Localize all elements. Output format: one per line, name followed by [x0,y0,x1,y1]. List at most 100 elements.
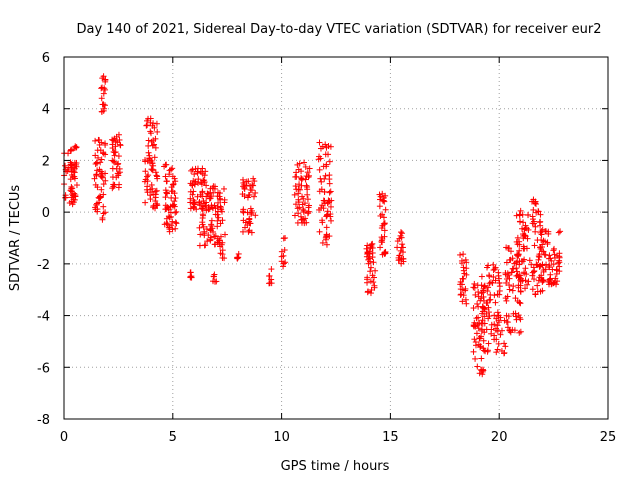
data-point [459,286,466,293]
data-point [367,268,374,275]
data-point [240,208,247,215]
data-point [528,261,535,268]
data-point [250,175,257,182]
data-points [61,73,564,378]
data-point [201,230,208,237]
data-point [533,209,540,216]
data-point [97,159,104,166]
data-point [203,199,210,206]
data-point [282,259,289,266]
data-point [147,128,154,135]
data-point [463,300,470,307]
data-point [293,186,300,193]
data-point [245,228,252,235]
data-point [478,366,485,373]
data-point [152,188,159,195]
data-point [304,169,311,176]
data-point [150,202,157,209]
data-point [152,197,159,204]
data-point [71,190,78,197]
data-point [162,202,169,209]
data-point [483,300,490,307]
data-point [364,250,371,257]
data-point [325,151,332,158]
data-point [169,188,176,195]
data-point [479,320,486,327]
data-point [513,212,520,219]
data-point [102,78,109,85]
data-point [242,224,249,231]
data-point [316,166,323,173]
data-point [280,263,287,270]
data-point [507,327,514,334]
x-axis-label: GPS time / hours [281,459,390,474]
data-point [511,327,518,334]
data-point [218,206,225,213]
y-tick-label: -2 [37,258,50,273]
data-point [474,300,481,307]
data-point [369,244,376,251]
data-point [153,187,160,194]
data-point [323,224,330,231]
data-point [546,281,553,288]
data-point [214,193,221,200]
data-point [463,265,470,272]
data-point [92,160,99,167]
data-point [485,315,492,322]
data-point [501,340,508,347]
data-point [216,190,223,197]
data-point [246,227,253,234]
data-point [102,209,109,216]
data-point [463,271,470,278]
data-point [505,313,512,320]
data-point [509,287,516,294]
data-point [368,286,375,293]
data-point [100,73,107,80]
data-point [507,248,514,255]
data-point [219,217,226,224]
data-point [494,322,501,329]
data-point [318,178,325,185]
data-point [508,269,515,276]
data-point [480,337,487,344]
data-point [145,137,152,144]
data-point [485,340,492,347]
data-point [376,196,383,203]
data-point [517,288,524,295]
data-point [475,293,482,300]
data-point [217,220,224,227]
data-point [460,251,467,258]
data-point [98,85,105,92]
data-point [172,178,179,185]
data-point [240,176,247,183]
data-point [252,212,259,219]
data-point [315,156,322,163]
data-point [204,238,211,245]
data-point [529,213,536,220]
data-point [145,149,152,156]
data-point [555,260,562,267]
data-point [266,280,273,287]
data-point [109,157,116,164]
data-point [292,201,299,208]
data-point [211,233,218,240]
data-point [166,167,173,174]
data-point [551,251,558,258]
data-point [475,325,482,332]
data-point [516,261,523,268]
data-point [484,288,491,295]
data-point [247,186,254,193]
data-point [304,186,311,193]
data-point [239,191,246,198]
data-point [491,312,498,319]
data-point [516,329,523,336]
data-point [323,144,330,151]
data-point [547,275,554,282]
data-point [194,168,201,175]
data-point [191,178,198,185]
data-point [382,248,389,255]
data-point [191,201,198,208]
data-point [512,310,519,317]
data-point [530,218,537,225]
data-point [525,212,532,219]
